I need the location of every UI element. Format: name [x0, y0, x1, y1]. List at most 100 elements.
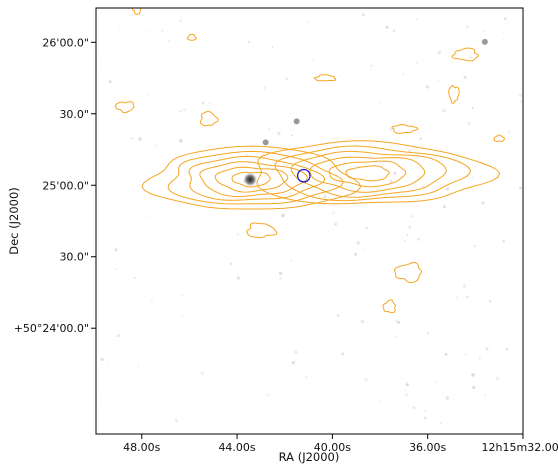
noise-contour	[391, 124, 419, 134]
background-speckle	[481, 201, 485, 205]
background-speckle	[306, 59, 308, 61]
noise-contour	[131, 8, 142, 15]
background-speckle	[304, 375, 308, 379]
background-speckle	[229, 262, 233, 265]
background-speckle	[408, 149, 412, 153]
optical-source	[481, 38, 488, 45]
background-speckle	[179, 139, 183, 143]
contour-level	[309, 156, 426, 193]
y-axis-label: Dec (J2000)	[7, 187, 21, 255]
y-tick-label: 30.0"	[59, 251, 89, 264]
background-speckle	[405, 383, 409, 387]
background-speckle	[520, 100, 523, 104]
background-speckle	[266, 393, 270, 397]
contour-level	[167, 150, 344, 205]
optical-source	[262, 139, 269, 146]
background-speckle	[114, 268, 117, 271]
background-speckle	[437, 50, 442, 55]
background-speckle	[402, 73, 405, 75]
noise-contour	[493, 134, 506, 142]
y-tick-label: 25'00.0"	[42, 179, 89, 192]
background-speckle	[131, 137, 134, 140]
background-speckle	[411, 215, 414, 218]
background-speckle	[118, 26, 121, 28]
background-speckle	[137, 365, 140, 367]
background-speckle	[367, 400, 369, 402]
noise-contour	[451, 47, 479, 62]
background-speckle	[294, 350, 298, 354]
background-speckle	[363, 248, 367, 251]
background-speckle	[370, 64, 373, 67]
background-speckle	[445, 187, 450, 191]
contour-lobe	[256, 140, 501, 205]
contour-level	[274, 145, 471, 202]
background-speckle	[331, 210, 336, 215]
background-speckle	[246, 153, 249, 156]
background-speckle	[181, 294, 184, 297]
background-speckle	[406, 233, 409, 236]
background-speckle	[155, 144, 158, 147]
background-speckle	[412, 406, 416, 409]
y-tick-label: 26'00.0"	[42, 36, 89, 49]
background-speckle	[268, 127, 271, 130]
background-speckle	[502, 240, 506, 243]
background-speckle	[404, 389, 406, 392]
background-speckle	[181, 315, 184, 317]
background-speckle	[268, 274, 270, 277]
noise-contour	[115, 101, 135, 114]
background-speckle	[416, 237, 420, 241]
core-marker-circle	[296, 168, 311, 183]
background-speckle	[307, 21, 310, 23]
background-speckle	[393, 171, 397, 175]
contour-level	[214, 166, 289, 193]
background-speckle	[334, 222, 338, 226]
background-speckle	[465, 25, 469, 29]
background-speckle	[478, 357, 481, 360]
background-speckle	[175, 419, 178, 422]
background-speckle	[463, 75, 467, 80]
plot-content	[96, 8, 523, 424]
background-speckle	[502, 38, 505, 40]
background-speckle	[392, 29, 396, 33]
background-speckle	[473, 245, 476, 248]
x-axis-label: RA (J2000)	[279, 450, 340, 464]
background-speckle	[426, 85, 430, 89]
contour-level	[290, 150, 447, 198]
background-speckle	[505, 347, 509, 351]
noise-contour	[382, 299, 396, 314]
background-speckle	[145, 215, 148, 218]
background-speckle	[200, 371, 204, 375]
background-speckle	[247, 40, 250, 43]
background-speckle	[334, 223, 337, 226]
background-speckle	[150, 299, 154, 303]
background-speckle	[201, 101, 205, 105]
background-speckle	[455, 296, 459, 299]
background-speckle	[290, 259, 292, 262]
background-speckle	[182, 107, 186, 112]
background-speckle	[271, 46, 274, 48]
background-speckle	[507, 129, 511, 134]
background-speckle	[389, 179, 393, 183]
plot-frame	[95, 7, 524, 435]
background-speckle	[519, 186, 522, 190]
background-speckle	[426, 332, 430, 335]
background-speckle	[421, 185, 424, 188]
background-speckle	[236, 276, 241, 280]
background-speckle	[116, 334, 120, 338]
background-speckle	[128, 180, 130, 183]
background-speckle	[396, 320, 401, 325]
background-speckle	[160, 29, 164, 32]
background-speckle	[208, 102, 211, 104]
background-speckle	[406, 381, 409, 383]
background-speckle	[419, 137, 422, 141]
background-speckle	[389, 128, 393, 132]
background-speckle	[489, 351, 491, 353]
background-speckle	[404, 240, 406, 242]
background-speckle	[424, 409, 427, 413]
background-speckle	[444, 352, 448, 356]
background-speckle	[415, 18, 418, 21]
background-speckle	[336, 314, 340, 317]
background-speckle	[466, 295, 469, 299]
background-speckle	[312, 59, 315, 61]
